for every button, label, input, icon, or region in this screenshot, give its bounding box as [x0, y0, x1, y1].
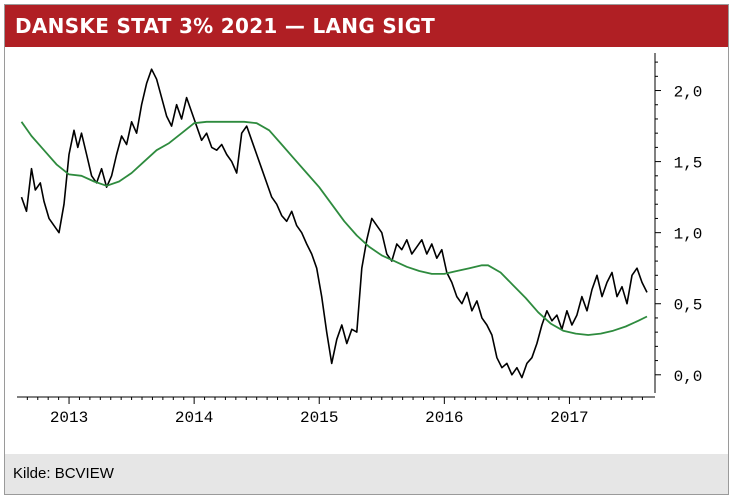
y-tick-label: 0,5 — [674, 297, 703, 315]
x-tick-label: 2014 — [175, 409, 213, 427]
series-line-average — [20, 120, 648, 336]
plot-area — [20, 68, 648, 379]
chart-title: DANSKE STAT 3% 2021 — LANG SIGT — [5, 5, 728, 47]
x-tick-label: 2017 — [550, 409, 588, 427]
x-tick-label: 2016 — [425, 409, 463, 427]
chart-svg: 0,0 0,5 1,0 1,5 2,0 2013 2014 2015 2016 2017 — [17, 53, 702, 427]
y-tick-label: 1,0 — [674, 226, 703, 244]
axes: 0,0 0,5 1,0 1,5 2,0 2013 2014 2015 2016 2017 — [17, 53, 702, 427]
x-tick-label: 2015 — [300, 409, 338, 427]
y-tick-label: 0,0 — [674, 368, 703, 386]
chart-panel: DANSKE STAT 3% 2021 — LANG SIGT 0,0 0,5 1,… — [4, 4, 729, 495]
x-tick-label: 2013 — [50, 409, 88, 427]
source-note: Kilde: BCVIEW — [5, 454, 728, 494]
y-tick-label: 1,5 — [674, 155, 703, 173]
series-line-price — [20, 68, 648, 379]
y-tick-label: 2,0 — [674, 84, 703, 102]
